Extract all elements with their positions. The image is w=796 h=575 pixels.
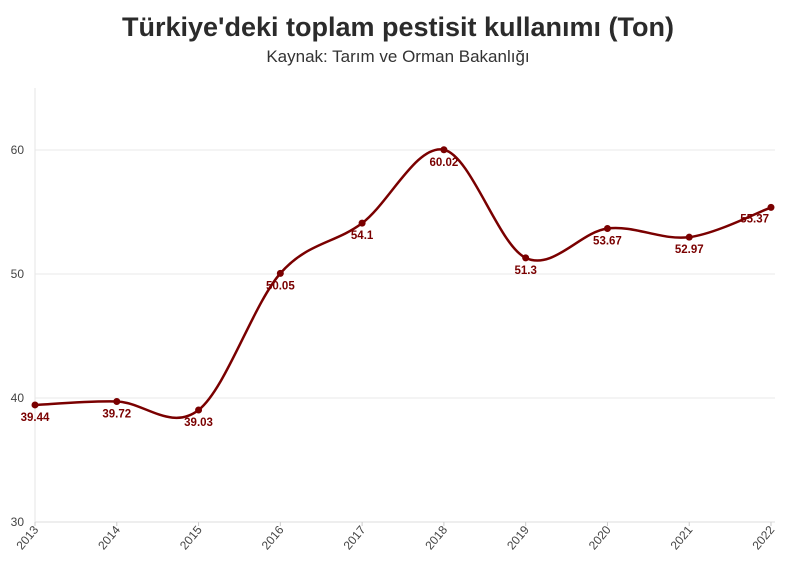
data-points — [31, 146, 775, 414]
data-label: 52.97 — [675, 244, 704, 256]
chart-subtitle: Kaynak: Tarım ve Orman Bakanlığı — [266, 47, 530, 66]
x-tick-label: 2021 — [668, 523, 696, 553]
data-point — [767, 203, 775, 211]
data-point — [195, 406, 203, 414]
data-label: 39.72 — [102, 408, 131, 420]
y-tick-label: 30 — [11, 515, 25, 529]
data-label: 39.44 — [21, 412, 50, 424]
y-tick-label: 50 — [11, 267, 25, 281]
series-line — [34, 148, 772, 420]
y-tick-label: 40 — [11, 391, 25, 405]
x-tick-label: 2014 — [95, 523, 123, 553]
x-tick-label: 2016 — [259, 523, 287, 553]
data-point — [31, 401, 39, 409]
y-tick-labels: 30 40 50 60 — [11, 143, 25, 529]
data-label: 53.67 — [593, 235, 622, 247]
chart-title: Türkiye'deki toplam pestisit kullanımı (… — [121, 12, 674, 42]
x-tick-label: 2015 — [177, 523, 205, 553]
y-tick-label: 60 — [11, 143, 25, 157]
gridlines — [35, 149, 775, 399]
data-point — [685, 233, 693, 241]
data-point — [113, 397, 121, 405]
data-label: 51.3 — [514, 265, 536, 277]
data-label: 60.02 — [429, 157, 458, 169]
data-labels: 39.44 39.72 39.03 50.05 54.1 60.02 51.3 53.67 52… — [21, 157, 769, 429]
x-tick-label: 2022 — [749, 523, 777, 553]
x-tick-label: 2017 — [341, 523, 369, 553]
x-tick-label: 2020 — [586, 523, 614, 553]
data-point — [358, 219, 366, 227]
data-point — [603, 224, 611, 232]
data-point — [440, 146, 448, 154]
data-label: 55.37 — [740, 213, 769, 225]
data-label: 50.05 — [266, 280, 295, 292]
x-tick-labels: 2013 2014 2015 2016 2017 2018 2019 2020 2021 2022 — [13, 522, 778, 553]
x-tick-label: 2019 — [504, 523, 532, 553]
x-tick-label: 2018 — [422, 523, 450, 553]
data-label: 39.03 — [184, 417, 213, 429]
data-point — [276, 269, 284, 277]
data-point — [522, 254, 530, 262]
data-label: 54.1 — [351, 230, 374, 242]
